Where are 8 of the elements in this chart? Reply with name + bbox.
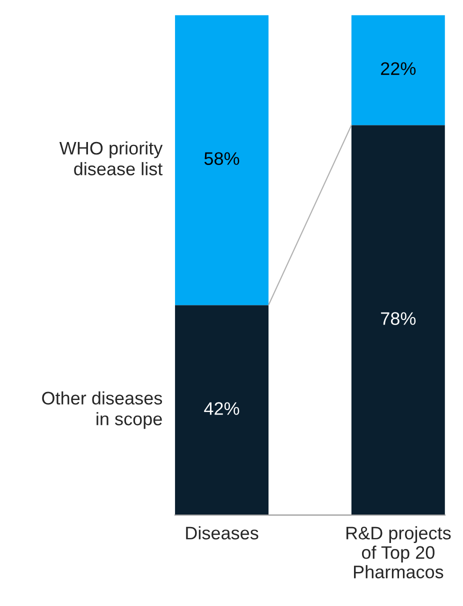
data-label: 78% (381, 312, 416, 325)
x-tick-label: R&D projects of Top 20 Pharmacos (346, 526, 451, 578)
series-label: Other diseases in scope (42, 391, 162, 429)
x-tick-label: Diseases (186, 526, 258, 540)
data-label: 42% (204, 402, 240, 415)
series-label: WHO priority disease list (59, 141, 163, 176)
data-label: 58% (204, 152, 240, 165)
data-label: 22% (381, 62, 416, 75)
